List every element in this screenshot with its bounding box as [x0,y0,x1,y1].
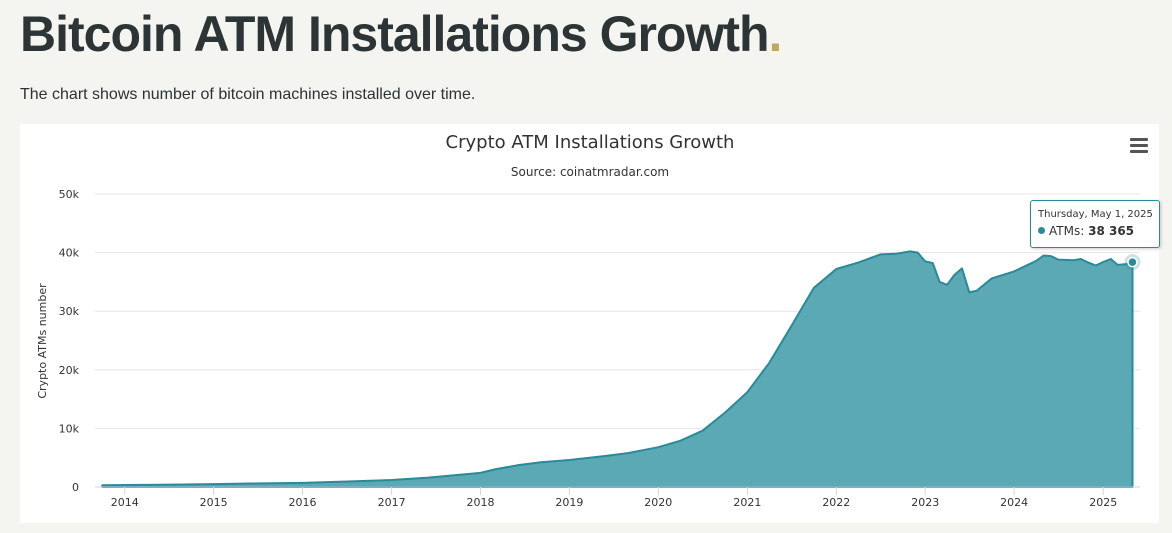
page-title: Bitcoin ATM Installations Growth. [20,6,783,62]
series-area [101,250,1134,488]
x-tick-label: 2018 [467,496,495,509]
x-tick-label: 2017 [378,496,406,509]
y-axis-ticks: 0 10k 20k 30k 40k 50k [59,188,80,494]
tooltip-value: 38 365 [1088,224,1135,238]
series-area-path [101,250,1134,488]
hamburger-menu-icon [1130,138,1148,141]
hover-point[interactable] [1127,256,1138,268]
x-tick-label: 2020 [644,496,672,509]
tooltip-row: ATMs: 38 365 [1038,224,1134,238]
x-tick-label: 2025 [1089,496,1117,509]
x-tick-label: 2023 [911,496,939,509]
x-tick-label: 2014 [111,496,139,509]
x-axis: 2014 2015 2016 2017 2018 2019 2020 2021 2022 2023… [95,486,1140,509]
series-dot-icon [1038,227,1045,234]
y-tick-label: 20k [59,364,80,377]
tooltip-date: Thursday, May 1, 2025 [1038,209,1153,220]
x-tick-label: 2015 [200,496,228,509]
chart-subtitle: Source: coinatmradar.com [511,165,669,179]
x-tick-label: 2021 [733,496,761,509]
x-tick-label: 2022 [822,496,850,509]
chart-menu-button[interactable] [1130,138,1148,154]
y-tick-label: 0 [72,481,79,494]
x-tick-label: 2024 [1000,496,1028,509]
y-tick-label: 30k [59,305,80,318]
hover-marker [1124,254,1141,271]
y-tick-label: 50k [59,188,80,201]
chart-tooltip: Thursday, May 1, 2025 ATMs: 38 365 [1030,200,1160,248]
x-tick-label: 2019 [555,496,583,509]
chart-card: Crypto ATM Installations Growth Source: … [20,124,1160,523]
title-accent-dot: . [768,6,783,62]
chart-title: Crypto ATM Installations Growth [446,132,735,153]
area-chart: Crypto ATM Installations Growth Source: … [36,132,1141,509]
y-tick-label: 10k [59,422,80,435]
y-tick-label: 40k [59,247,80,260]
x-tick-label: 2016 [288,496,316,509]
y-axis-label: Crypto ATMs number [36,283,49,399]
tooltip-series-label: ATMs: [1049,224,1085,238]
page-description: The chart shows number of bitcoin machin… [20,86,476,103]
